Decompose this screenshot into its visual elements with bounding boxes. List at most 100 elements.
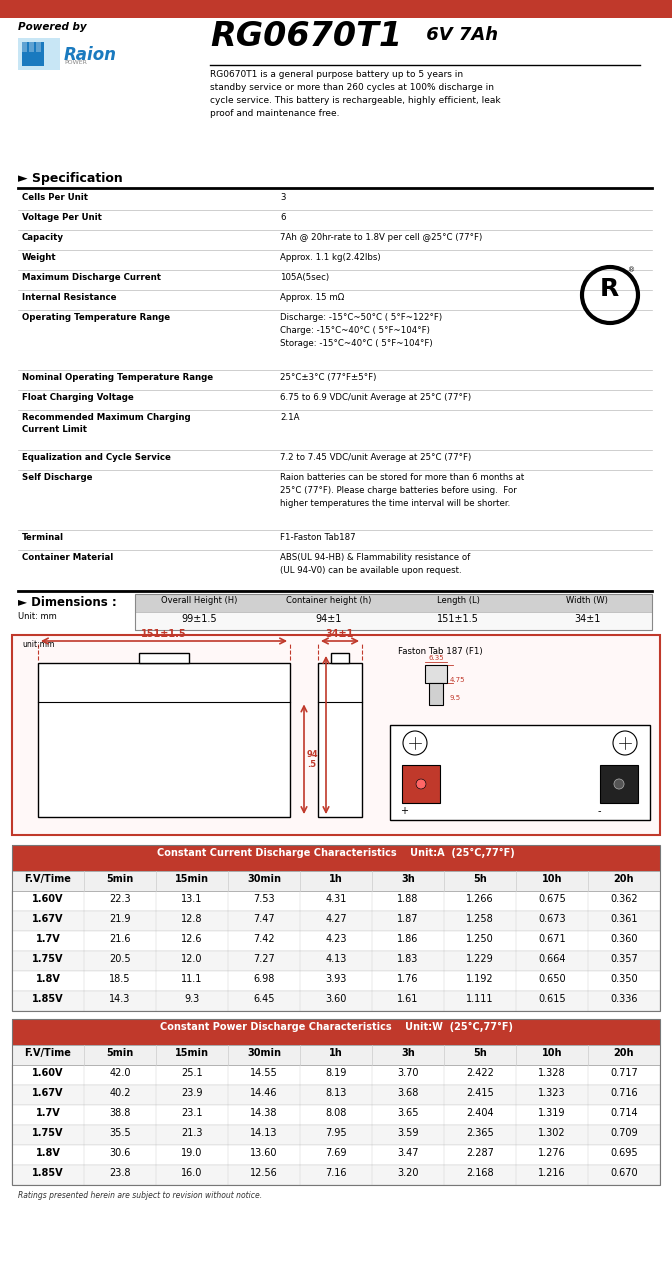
Text: 21.6: 21.6 [110, 934, 131, 945]
Text: 13.1: 13.1 [181, 893, 203, 904]
Text: ABS(UL 94-HB) & Flammability resistance of
(UL 94-V0) can be available upon requ: ABS(UL 94-HB) & Flammability resistance … [280, 553, 470, 575]
Text: Internal Resistance: Internal Resistance [22, 293, 116, 302]
Text: 0.695: 0.695 [610, 1148, 638, 1158]
Bar [36, 42, 41, 52]
Text: Approx. 1.1 kg(2.42lbs): Approx. 1.1 kg(2.42lbs) [280, 253, 380, 262]
Text: 1.7V: 1.7V [36, 1108, 60, 1117]
Text: Terminal: Terminal [22, 532, 64, 541]
Text: 7Ah @ 20hr-rate to 1.8V per cell @25°C (77°F): 7Ah @ 20hr-rate to 1.8V per cell @25°C (… [280, 233, 482, 242]
Text: 5min: 5min [106, 1048, 134, 1059]
Text: 3.68: 3.68 [397, 1088, 419, 1098]
Text: Float Charging Voltage: Float Charging Voltage [22, 393, 134, 402]
Text: 7.95: 7.95 [325, 1128, 347, 1138]
Text: 0.650: 0.650 [538, 974, 566, 984]
Bar [12, 635, 660, 835]
Text: 1.302: 1.302 [538, 1128, 566, 1138]
Text: 7.16: 7.16 [325, 1167, 347, 1178]
Text: 21.3: 21.3 [181, 1128, 203, 1138]
Text: 23.9: 23.9 [181, 1088, 203, 1098]
Text: 0.675: 0.675 [538, 893, 566, 904]
Text: 1.61: 1.61 [397, 995, 419, 1004]
Text: 25.1: 25.1 [181, 1068, 203, 1078]
Text: 42.0: 42.0 [110, 1068, 131, 1078]
Circle shape [614, 780, 624, 788]
Text: 3.59: 3.59 [397, 1128, 419, 1138]
Text: Cells Per Unit: Cells Per Unit [22, 193, 88, 202]
Bar [12, 891, 660, 911]
Text: 1.75V: 1.75V [32, 1128, 64, 1138]
Text: Faston Tab 187 (F1): Faston Tab 187 (F1) [398, 646, 482, 655]
Text: 7.42: 7.42 [253, 934, 275, 945]
Text: Nominal Operating Temperature Range: Nominal Operating Temperature Range [22, 372, 213, 381]
Text: -: - [598, 806, 601, 817]
Text: 1.88: 1.88 [397, 893, 419, 904]
Text: 34±1: 34±1 [574, 614, 601, 623]
Text: 5h: 5h [473, 874, 487, 884]
Text: 6.45: 6.45 [253, 995, 275, 1004]
Text: ► Dimensions :: ► Dimensions : [18, 596, 117, 609]
Text: 8.13: 8.13 [325, 1088, 347, 1098]
Bar [12, 1125, 660, 1146]
Text: RG0670T1: RG0670T1 [210, 20, 402, 52]
Bar [12, 845, 660, 870]
Text: 15min: 15min [175, 874, 209, 884]
Text: 1.111: 1.111 [466, 995, 494, 1004]
Bar [135, 612, 652, 630]
Text: 40.2: 40.2 [110, 1088, 131, 1098]
Text: R: R [600, 276, 620, 301]
Text: Raion: Raion [64, 46, 117, 64]
Text: Unit: mm: Unit: mm [18, 612, 56, 621]
Text: 20.5: 20.5 [109, 954, 131, 964]
Text: 19.0: 19.0 [181, 1148, 203, 1158]
Text: 1.266: 1.266 [466, 893, 494, 904]
Text: 25°C±3°C (77°F±5°F): 25°C±3°C (77°F±5°F) [280, 372, 376, 381]
Bar [29, 42, 34, 52]
Text: ► Specification: ► Specification [18, 172, 123, 186]
Bar [38, 663, 290, 817]
Text: RG0670T1 is a general purpose battery up to 5 years in
standby service or more t: RG0670T1 is a general purpose battery up… [210, 70, 501, 118]
Bar [318, 663, 362, 817]
Text: 99±1.5: 99±1.5 [182, 614, 218, 623]
Text: Discharge: -15°C~50°C ( 5°F~122°F)
Charge: -15°C~40°C ( 5°F~104°F)
Storage: -15°: Discharge: -15°C~50°C ( 5°F~122°F) Charg… [280, 314, 442, 348]
Text: 7.69: 7.69 [325, 1148, 347, 1158]
Text: 10h: 10h [542, 874, 562, 884]
Text: 1.76: 1.76 [397, 974, 419, 984]
Text: 2.287: 2.287 [466, 1148, 494, 1158]
Text: Container height (h): Container height (h) [286, 596, 372, 605]
Text: 7.53: 7.53 [253, 893, 275, 904]
Text: 0.360: 0.360 [610, 934, 638, 945]
Text: 1.75V: 1.75V [32, 954, 64, 964]
Text: Weight: Weight [22, 253, 56, 262]
Bar [331, 653, 349, 663]
Text: 1.192: 1.192 [466, 974, 494, 984]
Text: 22.3: 22.3 [109, 893, 131, 904]
Text: 1.67V: 1.67V [32, 914, 64, 924]
Text: 1.319: 1.319 [538, 1108, 566, 1117]
Text: 3.65: 3.65 [397, 1108, 419, 1117]
Text: 3h: 3h [401, 1048, 415, 1059]
Text: Capacity: Capacity [22, 233, 64, 242]
Text: 1.85V: 1.85V [32, 995, 64, 1004]
Text: 4.27: 4.27 [325, 914, 347, 924]
Text: 14.3: 14.3 [110, 995, 130, 1004]
Bar [12, 1019, 660, 1185]
Text: 1.323: 1.323 [538, 1088, 566, 1098]
Text: 2.404: 2.404 [466, 1108, 494, 1117]
Text: 12.8: 12.8 [181, 914, 203, 924]
Bar [429, 684, 443, 705]
Bar [12, 870, 660, 891]
Text: 1.8V: 1.8V [36, 1148, 60, 1158]
Text: 14.55: 14.55 [250, 1068, 278, 1078]
Text: 12.6: 12.6 [181, 934, 203, 945]
Text: 11.1: 11.1 [181, 974, 203, 984]
Text: Overall Height (H): Overall Height (H) [161, 596, 238, 605]
Text: 9.3: 9.3 [184, 995, 200, 1004]
Text: 1h: 1h [329, 1048, 343, 1059]
Text: 23.1: 23.1 [181, 1108, 203, 1117]
Text: 6.98: 6.98 [253, 974, 275, 984]
Text: 14.38: 14.38 [250, 1108, 278, 1117]
Text: 0.362: 0.362 [610, 893, 638, 904]
Bar [12, 991, 660, 1011]
Text: 3.20: 3.20 [397, 1167, 419, 1178]
Text: 2.415: 2.415 [466, 1088, 494, 1098]
